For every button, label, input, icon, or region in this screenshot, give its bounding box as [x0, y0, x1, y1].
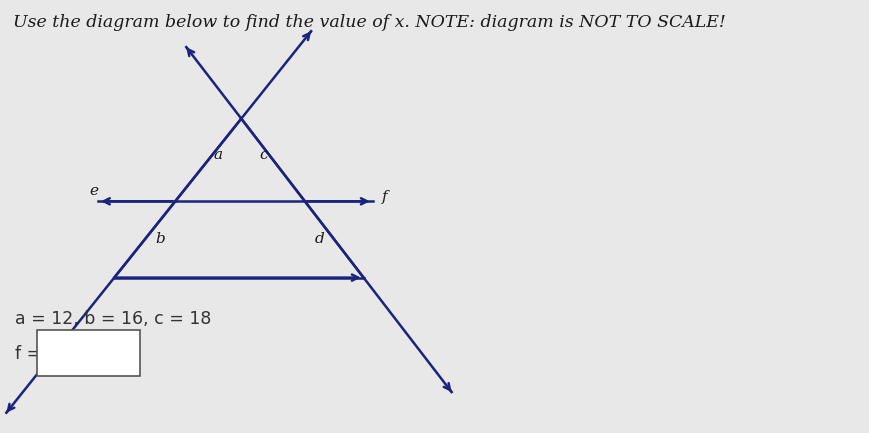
Text: f =: f =: [15, 345, 41, 363]
Text: a = 12, b = 16, c = 18: a = 12, b = 16, c = 18: [15, 310, 211, 328]
Text: f: f: [382, 191, 388, 204]
Text: a: a: [213, 148, 222, 162]
Text: d: d: [315, 233, 324, 246]
Text: Use the diagram below to find the value of x. NOTE: diagram is NOT TO SCALE!: Use the diagram below to find the value …: [13, 14, 726, 31]
FancyBboxPatch shape: [37, 330, 140, 376]
Text: e: e: [89, 184, 98, 198]
Text: c: c: [260, 148, 268, 162]
Text: b: b: [155, 233, 165, 246]
